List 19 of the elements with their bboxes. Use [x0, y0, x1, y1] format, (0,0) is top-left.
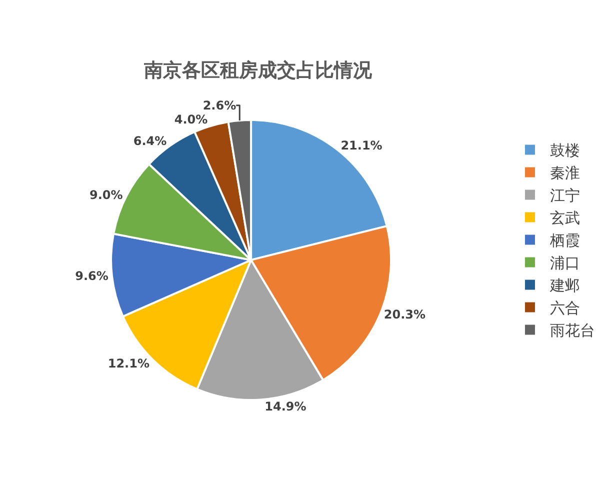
data-label: 4.0% — [174, 112, 208, 126]
data-label: 14.9% — [264, 400, 306, 414]
legend-label: 栖霞 — [548, 232, 580, 250]
chart-title: 南京各区租房成交占比情况 — [143, 60, 373, 82]
data-label: 9.6% — [75, 268, 108, 283]
legend-label: 鼓楼 — [550, 142, 580, 160]
legend-label: 六合 — [550, 299, 580, 318]
legend-label: 玄武 — [550, 209, 580, 228]
data-label: 6.4% — [133, 134, 167, 148]
data-label: 20.3% — [384, 308, 426, 322]
legend-label: 江宁 — [550, 186, 580, 205]
data-label: 12.1% — [108, 356, 150, 370]
legend-label: 秦淮 — [550, 164, 580, 182]
data-label: 9.0% — [90, 188, 123, 202]
data-label: 2.6% — [202, 98, 236, 112]
legend-label: 雨花台 — [550, 322, 595, 340]
legend-label: 建邺 — [548, 276, 580, 295]
legend-label: 浦口 — [550, 254, 580, 272]
data-label: 21.1% — [340, 138, 382, 152]
